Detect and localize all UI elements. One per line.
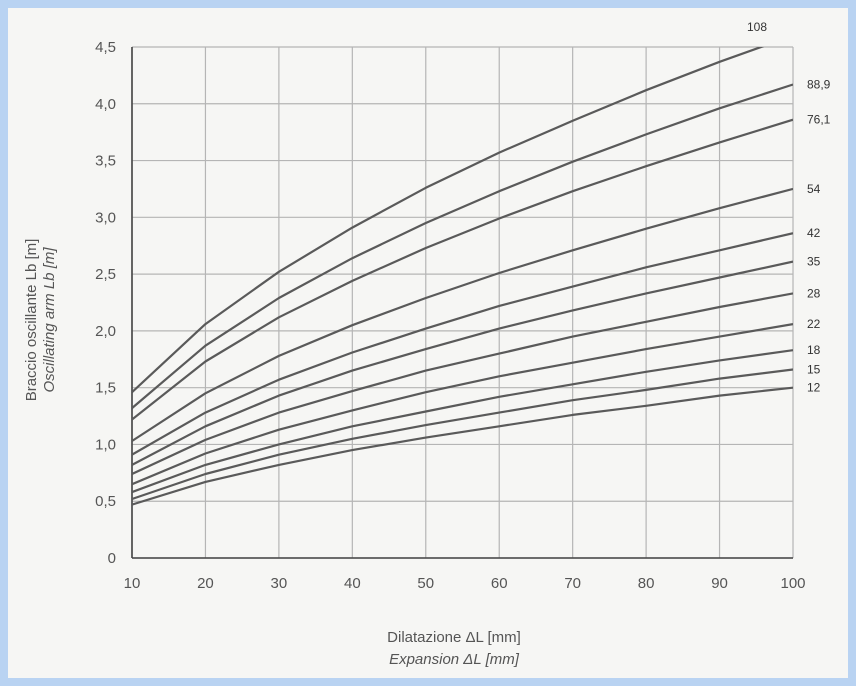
y-tick-label: 1,5 [95,380,116,397]
x-tick-label: 90 [711,575,728,592]
series-line [132,118,793,421]
x-tick-label: 30 [271,575,288,592]
y-tick-label: 1,0 [95,436,116,453]
x-tick-label: 40 [344,575,361,592]
series-label: 54 [807,182,821,196]
grid-layer [131,46,794,559]
series-label: 42 [807,226,821,240]
series-label: 35 [807,255,821,269]
x-tick-label: 80 [638,575,655,592]
y-tick-label: 0 [108,550,116,567]
series-label: 15 [807,362,821,376]
series-line [132,349,793,494]
chart-svg: 10 20 30 40 50 60 70 80 90 100 0 0,5 1,0 1,5 2,0 2,5 3,0… [23,20,831,668]
series-layer [132,47,793,506]
chart-frame: 10 20 30 40 50 60 70 80 90 100 0 0,5 1,0 1,5 2,0 2,5 3,0… [8,8,848,678]
y-tick-label: 3,0 [95,209,116,226]
series-label: 28 [807,286,821,300]
series-line [132,187,793,442]
x-tick-label: 20 [197,575,214,592]
x-tick-label: 100 [780,575,805,592]
series-line [132,386,793,506]
y-axis-label-english: Oscillating arm Lb [m] [41,247,58,393]
x-tick-label: 70 [564,575,581,592]
series-label: 108 [747,20,767,34]
x-axis-label-english: Expansion ΔL [mm] [389,651,520,668]
series-line [132,260,793,466]
series-label: 76,1 [807,113,831,127]
series-line [132,232,793,456]
y-tick-label: 3,5 [95,153,116,170]
series-line [132,323,793,486]
x-tick-label: 10 [124,575,141,592]
series-label: 12 [807,381,821,395]
series-line [132,292,793,475]
series-label: 18 [807,343,821,357]
series-line [132,83,793,409]
x-tick-label: 50 [417,575,434,592]
y-tick-label: 4,5 [95,39,116,56]
x-tick-label: 60 [491,575,508,592]
series-line [132,368,793,501]
series-line [132,47,765,394]
x-axis-label: Dilatazione ΔL [mm] [387,629,521,646]
series-label: 88,9 [807,77,831,91]
series-label-layer: 12 15 18 22 28 35 42 54 76,1 88,9 108 [747,20,831,395]
y-tick-label: 0,5 [95,493,116,510]
series-label: 22 [807,317,821,331]
y-tick-label: 2,0 [95,323,116,340]
y-tick-label: 4,0 [95,96,116,113]
y-tick-label: 2,5 [95,266,116,283]
y-axis-label: Braccio oscillante Lb [m] [23,239,40,402]
axis-layer: 10 20 30 40 50 60 70 80 90 100 0 0,5 1,0 1,5 2,0 2,5 3,0… [95,39,805,592]
